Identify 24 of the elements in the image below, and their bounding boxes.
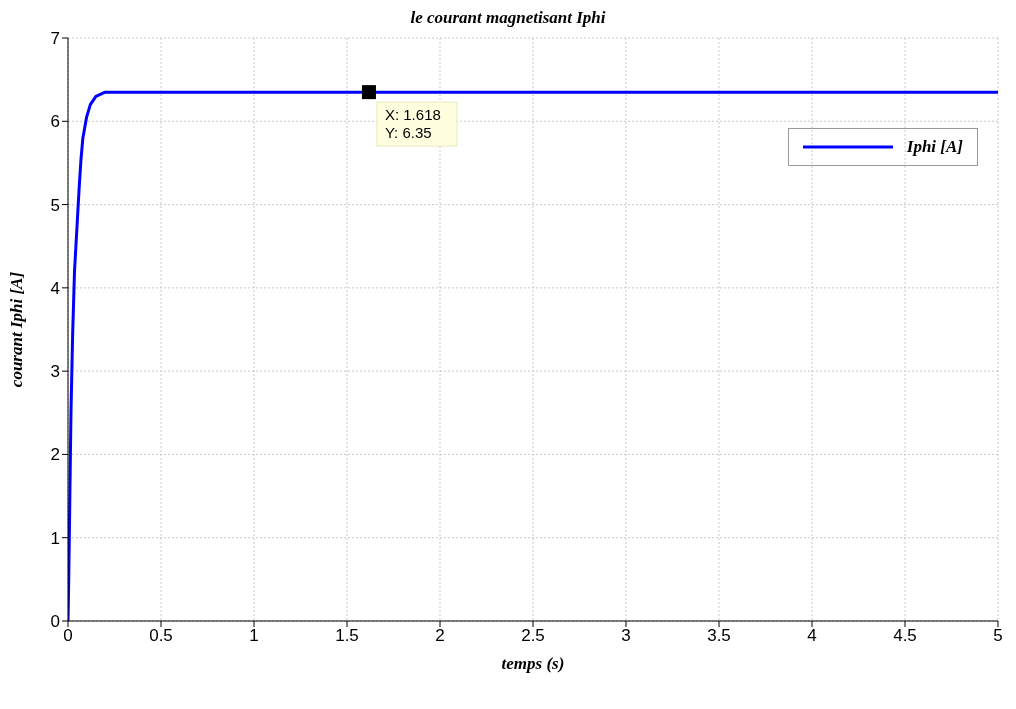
- y-tick-label: 1: [50, 528, 60, 548]
- y-tick-label: 5: [50, 195, 60, 215]
- text: Iphi [A]: [905, 137, 963, 157]
- chart-title: le courant magnetisant Iphi: [409, 8, 607, 28]
- x-tick-label: 5: [993, 626, 1003, 646]
- x-axis-title: temps (s): [501, 654, 565, 673]
- x-tick-label: 3: [621, 626, 631, 646]
- x-tick-label: 2: [435, 626, 445, 646]
- x-tick-label: 0: [63, 626, 73, 646]
- x-tick-label: 1: [249, 626, 259, 646]
- x-tick-label: 2.5: [521, 626, 545, 646]
- y-axis-title: courant Iphi [A]: [7, 271, 27, 388]
- x-tick-label: 1.5: [335, 626, 359, 646]
- y-tick-label: 4: [50, 278, 60, 298]
- x-tick-label: 3.5: [707, 626, 731, 646]
- x-tick-label: 4.5: [893, 626, 917, 646]
- x-tick-label: 0.5: [149, 626, 173, 646]
- x-tick-label: 4: [807, 626, 817, 646]
- y-tick-label: 3: [50, 362, 60, 382]
- y-tick-label: 7: [50, 29, 60, 49]
- y-tick-label: 6: [50, 112, 60, 132]
- y-tick-label: 2: [50, 445, 60, 465]
- annotation: X: 1.618 Y: 6.35: [384, 106, 441, 142]
- y-tick-label: 0: [50, 612, 60, 632]
